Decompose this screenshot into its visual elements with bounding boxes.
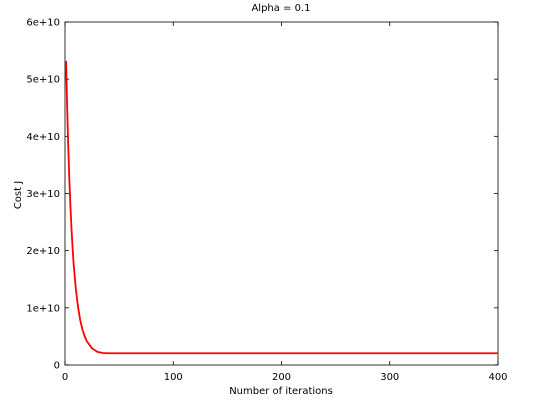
x-tick-label: 0 — [62, 372, 68, 383]
series-layer — [65, 60, 498, 355]
y-axis-ticks: 0 1e+10 2e+10 3e+10 4e+10 5e+10 6e+10 — [26, 18, 498, 372]
y-tick-label: 2e+10 — [26, 246, 60, 257]
y-tick-label: 5e+10 — [26, 75, 60, 86]
x-tick-label: 400 — [488, 372, 507, 383]
y-tick-label: 0 — [54, 361, 60, 372]
y-tick-label: 4e+10 — [26, 132, 60, 143]
y-tick-label: 3e+10 — [26, 189, 60, 200]
x-axis-ticks: 0 100 200 300 400 — [62, 22, 508, 383]
x-tick-label: 200 — [272, 372, 291, 383]
x-tick-label: 100 — [164, 372, 183, 383]
series-line — [65, 60, 498, 355]
x-tick-label: 300 — [380, 372, 399, 383]
y-tick-label: 6e+10 — [26, 18, 60, 29]
y-tick-label: 1e+10 — [26, 303, 60, 314]
chart-title: Alpha = 0.1 — [251, 3, 310, 14]
x-axis-title: Number of iterations — [229, 386, 333, 397]
plot-frame — [64, 21, 499, 366]
y-axis-title: Cost J — [13, 181, 24, 209]
